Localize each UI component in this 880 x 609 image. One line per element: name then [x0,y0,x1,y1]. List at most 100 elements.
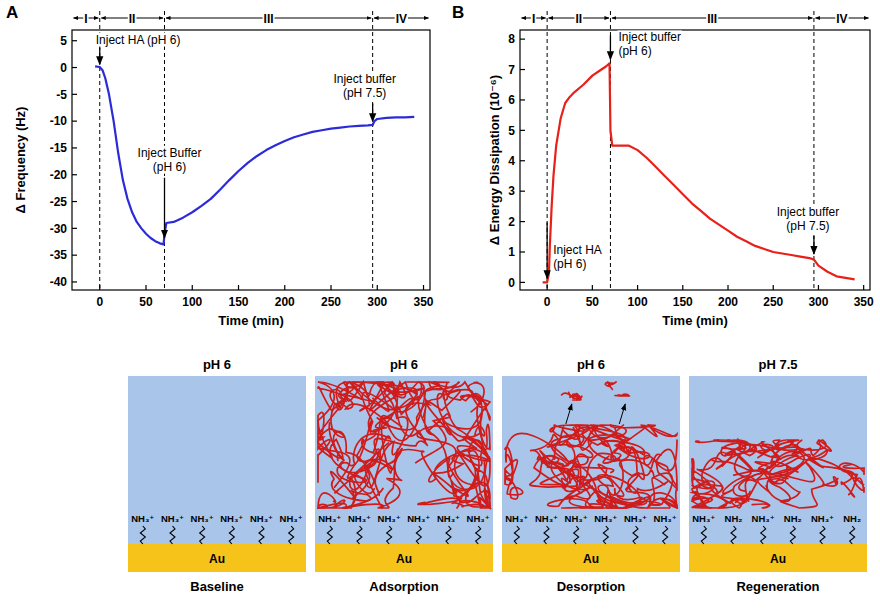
data-line [95,66,414,244]
panel-caption: Baseline [190,579,243,594]
x-tick-label: 100 [182,295,202,309]
surface-group: NH₃⁺ [654,513,677,524]
polymer-chain [318,382,389,482]
y-tick-label: 0 [60,61,67,75]
polymer-chain [711,456,838,508]
x-tick-label: 250 [763,295,783,309]
y-tick-label: 6 [508,93,515,107]
y-tick [520,221,525,222]
region-boundary [372,11,373,290]
x-tick [284,285,285,290]
amine-chain [820,526,825,544]
surface-group: NH₃⁺ [318,513,341,524]
y-tick [520,160,525,161]
polymer-chain [551,425,677,508]
y-tick-label: -35 [50,248,68,262]
polymer-chain [318,434,390,508]
surface-group: NH₃⁺ [378,513,401,524]
x-tick-label: 250 [321,295,341,309]
y-tick-label: 4 [508,154,515,168]
solution [128,376,306,544]
surface-group: NH₃⁺ [624,513,647,524]
y-tick-label: -25 [50,195,68,209]
annotation-text: (pH 6) [618,44,651,58]
y-tick-label: 3 [508,184,515,198]
substrate-label: Au [770,552,786,566]
polymer-chain [583,440,677,508]
x-axis-title: Time (min) [662,313,728,328]
x-tick [423,285,424,290]
y-tick-label: 7 [508,63,515,77]
region-label: I [84,12,87,26]
surface-group: NH₃⁺ [191,513,214,524]
amine-chain [170,526,175,544]
annotation-text: Inject buffer [777,205,839,219]
label-patch [128,12,137,26]
region-label: II [575,12,582,26]
annotation-text: (pH 6) [553,257,586,271]
amine-chain [446,526,451,544]
solution [315,376,493,544]
panel-title: pH 7.5 [758,357,797,372]
label-patch [617,30,681,44]
y-tick [72,281,77,282]
surface-group: NH₃⁺ [348,513,371,524]
y-tick [72,147,77,148]
label-patch [785,219,830,233]
surface-group: NH₃⁺ [250,513,273,524]
region-label: IV [836,12,847,26]
label-patch [574,12,583,26]
label-patch [137,146,203,160]
surface-group: NH₃⁺ [467,513,490,524]
label-patch [531,12,536,26]
y-tick-label: -30 [50,222,68,236]
annotation-text: (pH 7.5) [343,86,386,100]
amine-chain [387,526,392,544]
panel-letter: A [6,3,18,22]
solution [689,376,867,544]
y-axis-title: Δ Energy Dissipation (10⁻⁶) [487,75,502,245]
x-tick-label: 200 [718,295,738,309]
figure: AIIIIIIIV-40-35-30-25-20-15-10-505050100… [0,0,880,609]
amine-chain [229,526,234,544]
y-tick-label: -20 [50,168,68,182]
amine-chain [761,526,766,544]
x-tick-label: 300 [808,295,828,309]
diagram-panel: pH 7.5AuNH₃⁺NH₂NH₃⁺NH₂NH₃⁺NH₂Regeneratio… [689,357,867,594]
x-tick-label: 350 [854,295,874,309]
diagram-panel: pH 6AuNH₃⁺NH₃⁺NH₃⁺NH₃⁺NH₃⁺NH₃⁺Adsorption [315,357,493,594]
y-tick [72,228,77,229]
x-tick [330,285,331,290]
label-patch [263,12,275,26]
amine-chain [327,526,332,544]
region-label: II [129,12,136,26]
y-tick [72,201,77,202]
x-tick [192,285,193,290]
panel-title: pH 6 [203,357,231,372]
amine-chain [603,526,608,544]
surface-group: NH₃⁺ [437,513,460,524]
region-label: III [264,12,274,26]
annotation-arrow [164,178,165,238]
x-tick-label: 200 [275,295,295,309]
plot-frame [72,30,430,290]
x-tick-label: 350 [414,295,434,309]
gold-substrate [315,544,493,572]
x-tick [727,285,728,290]
y-tick [520,39,525,40]
panel-letter: B [452,3,464,22]
amine-chain [140,526,145,544]
amine-chain [790,526,795,544]
region-boundary [610,11,611,290]
x-tick-label: 0 [544,295,551,309]
y-tick-label: -5 [56,88,67,102]
surface-group: NH₃⁺ [565,513,588,524]
panel-title: pH 6 [577,357,605,372]
y-tick-label: -15 [50,141,68,155]
x-tick [592,285,593,290]
amine-chain [850,526,855,544]
y-tick [520,282,525,283]
y-tick [520,99,525,100]
amine-chain [574,526,579,544]
amine-chain [289,526,294,544]
